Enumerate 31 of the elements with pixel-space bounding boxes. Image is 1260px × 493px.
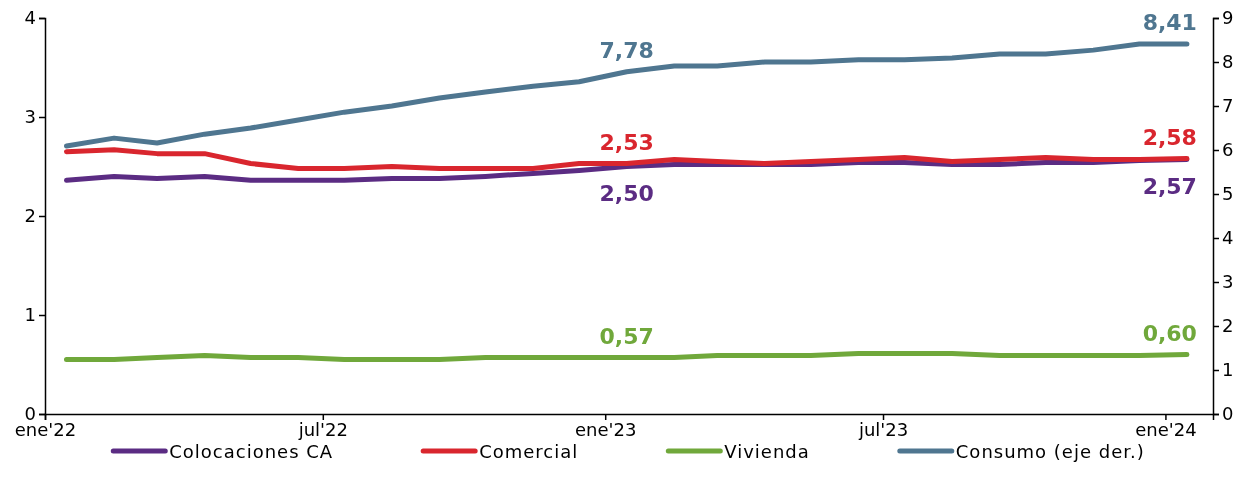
y-tick-label: 1 (24, 304, 36, 326)
y2-tick-label: 6 (1222, 139, 1234, 161)
legend-label: Comercial (479, 441, 579, 462)
data-label: 0,57 (599, 323, 654, 349)
y2-tick-label: 9 (1222, 7, 1234, 29)
y2-tick-label: 7 (1222, 95, 1234, 117)
y2-tick-label: 4 (1222, 227, 1234, 249)
y-tick-label: 4 (24, 7, 36, 29)
y2-tick-label: 1 (1222, 359, 1234, 381)
data-label: 0,60 (1142, 320, 1197, 346)
data-label: 8,41 (1142, 9, 1197, 35)
x-tick-label: ene'23 (575, 418, 637, 440)
legend-label: Vivienda (724, 441, 810, 462)
y2-tick-label: 2 (1222, 315, 1234, 337)
y2-tick-label: 3 (1222, 271, 1234, 293)
y2-tick-label: 8 (1222, 51, 1234, 73)
y2-tick-label: 0 (1222, 403, 1234, 425)
legend-label: Consumo (eje der.) (955, 441, 1145, 462)
data-label: 2,57 (1142, 173, 1197, 199)
data-label: 7,78 (599, 37, 654, 63)
legend-label: Colocaciones CA (169, 441, 334, 462)
x-tick-label: jul'22 (297, 418, 348, 440)
x-tick-label: ene'24 (1135, 418, 1197, 440)
y-tick-label: 2 (24, 205, 36, 227)
y2-tick-label: 5 (1222, 183, 1234, 205)
data-label: 2,50 (599, 180, 654, 206)
y-tick-label: 3 (24, 106, 36, 128)
x-tick-label: jul'23 (857, 418, 909, 440)
y-tick-label: 0 (24, 403, 36, 425)
data-label: 2,58 (1142, 124, 1197, 150)
data-label: 2,53 (599, 129, 654, 155)
